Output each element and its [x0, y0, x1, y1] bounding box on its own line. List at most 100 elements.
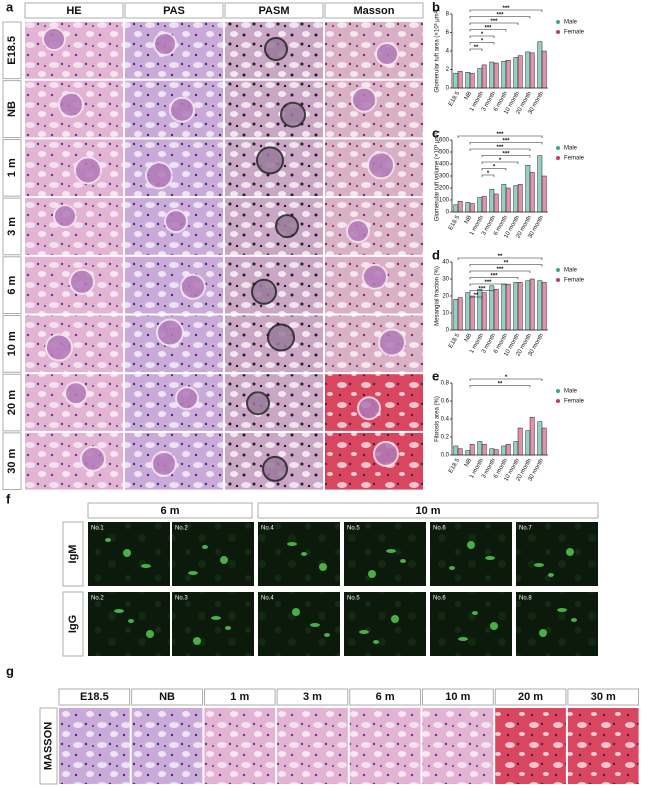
bar — [469, 443, 475, 456]
fluorescent-signal — [225, 626, 231, 630]
label-box — [2, 256, 22, 314]
fluorescent-signal — [472, 611, 478, 615]
bar — [465, 450, 471, 456]
fluorescent-signal — [557, 608, 567, 612]
glomerulus — [175, 386, 199, 411]
label-box — [567, 688, 640, 706]
significance-bracket — [481, 155, 531, 158]
fluorescent-signal — [202, 545, 208, 549]
significance-bracket — [469, 385, 531, 388]
significance-bracket — [469, 35, 495, 38]
bar — [481, 64, 487, 89]
legend-marker — [556, 389, 560, 393]
glomerulus — [80, 445, 106, 472]
legend-label: Female — [564, 30, 585, 36]
image-label: No.5 — [347, 526, 360, 532]
micrograph — [25, 315, 123, 373]
significance-label: ** — [504, 261, 509, 267]
x-tick-label: NB — [464, 91, 473, 101]
glomerulus — [64, 381, 88, 406]
glomerulus — [262, 455, 288, 482]
masson-section — [131, 708, 203, 784]
bar — [517, 184, 523, 213]
legend-marker — [556, 268, 560, 272]
row-label: IgM — [67, 545, 79, 564]
bar — [481, 196, 487, 213]
glomerulus — [42, 27, 66, 51]
y-axis-label: Glomerular tuft volume (×10³ μm³) — [435, 131, 441, 222]
y-axis-label: Glomerular tuft area (×10³ μm²) — [435, 9, 441, 92]
bar — [457, 71, 463, 89]
significance-bracket — [469, 290, 495, 293]
significance-label: *** — [496, 267, 504, 273]
significance-bracket — [469, 142, 543, 145]
panel-letter: e — [432, 368, 439, 383]
bar — [505, 187, 511, 213]
masson-section — [495, 708, 566, 784]
panel-letter: a — [6, 0, 14, 14]
legend-marker — [556, 156, 560, 160]
y-tick-label: 0.4 — [441, 417, 450, 423]
significance-label: ** — [498, 254, 503, 260]
bar — [453, 299, 459, 331]
x-tick-label: NB — [464, 458, 473, 468]
column-header: E18.5 — [80, 691, 109, 703]
label-box — [2, 80, 22, 138]
bar — [481, 443, 487, 456]
image-label: No.1 — [91, 526, 104, 532]
fluorescence-image — [344, 522, 426, 586]
row-label: 6 m — [6, 275, 18, 294]
bar — [457, 200, 463, 213]
y-tick-label: 10 — [442, 311, 449, 317]
fluorescence-image — [172, 592, 254, 656]
bar — [477, 68, 483, 89]
glomerulus — [256, 146, 284, 175]
bar — [517, 282, 523, 331]
bar — [537, 280, 543, 331]
y-tick-label: 30 — [442, 277, 449, 283]
glomerulus — [264, 37, 288, 61]
glomerulus — [362, 263, 388, 290]
micrograph — [125, 256, 223, 314]
fluorescent-signal — [319, 563, 327, 571]
fluorescent-signal — [141, 564, 151, 568]
bar — [537, 41, 543, 89]
panel-letter: g — [6, 663, 14, 678]
glomerulus — [357, 396, 381, 421]
legend-label: Male — [564, 389, 578, 395]
bar — [513, 441, 519, 456]
glomerulus — [351, 86, 377, 113]
micrograph — [125, 374, 223, 431]
y-tick-label: 0.2 — [441, 435, 450, 441]
image-label: No.4 — [261, 596, 274, 602]
column-header: 20 m — [518, 691, 543, 703]
fluorescent-signal — [571, 618, 577, 622]
bar — [457, 297, 463, 331]
row-label: NB — [6, 101, 18, 117]
bar — [505, 443, 511, 456]
significance-label: *** — [496, 13, 504, 19]
y-tick-label: 100 — [439, 198, 450, 204]
glomerulus — [153, 32, 177, 56]
label-box — [203, 688, 276, 706]
column-header: 30 m — [591, 691, 616, 703]
micrograph — [225, 198, 323, 255]
micrograph — [325, 22, 423, 79]
label-box — [87, 502, 253, 519]
masson-section — [59, 708, 130, 784]
significance-label: *** — [478, 287, 486, 293]
fluorescent-signal — [400, 559, 406, 563]
legend-label: Male — [564, 20, 578, 26]
label-box — [2, 315, 22, 373]
label-box — [2, 197, 22, 256]
y-tick-label: 0.0 — [441, 453, 450, 459]
significance-label: *** — [490, 19, 498, 25]
fluorescent-signal — [324, 633, 330, 637]
column-header: NB — [159, 691, 175, 703]
bar — [513, 57, 519, 89]
y-tick-label: 200 — [439, 186, 450, 192]
image-label: No.6 — [433, 596, 446, 602]
label-box — [39, 707, 58, 785]
significance-bracket — [469, 296, 483, 299]
fluorescent-signal — [301, 552, 307, 556]
